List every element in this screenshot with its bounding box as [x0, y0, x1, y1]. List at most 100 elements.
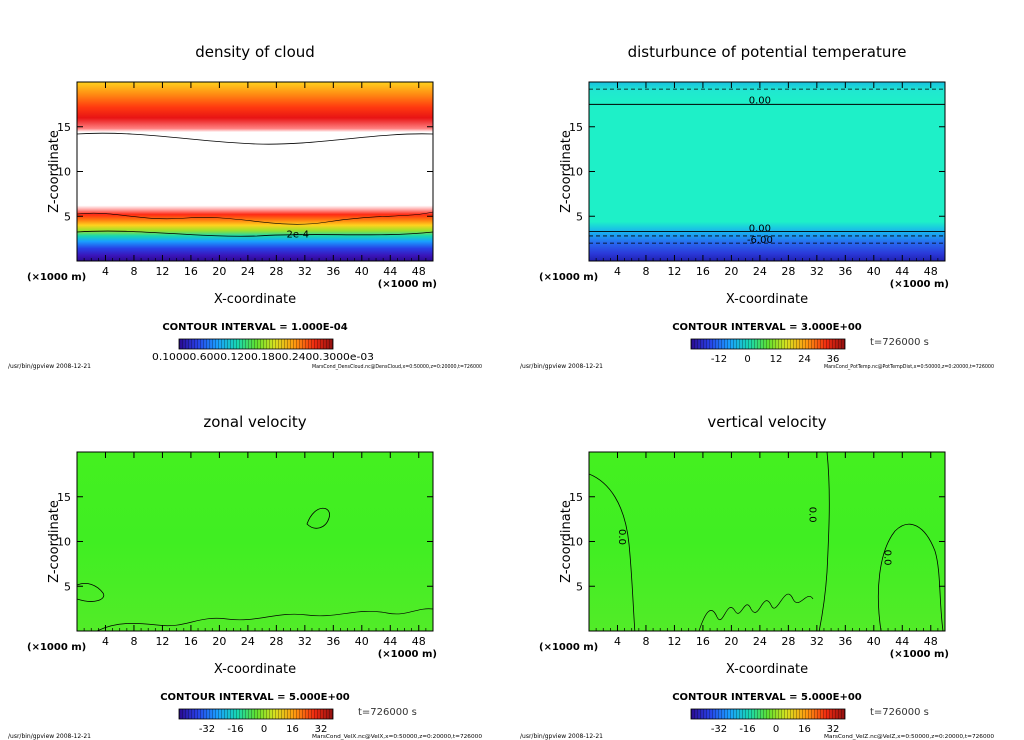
- y-tick-label: 15: [57, 121, 71, 134]
- colorbar-frame: [178, 338, 334, 350]
- x-tick-label: 16: [184, 265, 198, 278]
- x-tick-label: 40: [355, 635, 369, 648]
- contour-line: [589, 473, 636, 631]
- y-tick-label: 15: [57, 491, 71, 504]
- contour-label: 0.0: [807, 507, 818, 523]
- x-tick-label: 28: [269, 635, 283, 648]
- x-tick-label: 28: [781, 265, 795, 278]
- x-unit-label: (×1000 m): [890, 279, 949, 290]
- field-shading: [77, 452, 433, 631]
- contour-interval: CONTOUR INTERVAL = 1.000E-04: [162, 322, 347, 333]
- time-label: t=726000 s: [870, 707, 929, 718]
- x-tick-label: 20: [212, 265, 226, 278]
- colorbar-label: 36: [827, 354, 840, 365]
- x-tick-label: 24: [241, 635, 255, 648]
- field-shading: [589, 82, 945, 261]
- footer-right: MarsCond_PotTemp.nc@PotTempDist,x=0:5000…: [824, 364, 994, 370]
- y-axis-label: Z-coordinate: [559, 130, 574, 213]
- panel-1: disturbunce of potential temperature 0.00…: [520, 43, 994, 370]
- x-tick-label: 16: [184, 635, 198, 648]
- field-shading: [589, 452, 945, 631]
- contour-line: [698, 593, 814, 631]
- x-tick-label: 16: [696, 635, 710, 648]
- chart-title: zonal velocity: [203, 413, 306, 431]
- x-tick-label: 40: [867, 635, 881, 648]
- x-tick-label: 32: [810, 635, 824, 648]
- x-tick-label: 8: [130, 265, 137, 278]
- x-tick-label: 8: [642, 635, 649, 648]
- x-tick-label: 16: [696, 265, 710, 278]
- x-axis-label: X-coordinate: [726, 662, 808, 677]
- colorbar-label: -32: [199, 724, 215, 735]
- y-tick-label: 10: [569, 166, 583, 179]
- chart-title: density of cloud: [195, 43, 315, 61]
- x-tick-label: 44: [895, 265, 909, 278]
- x-axis-label: X-coordinate: [214, 662, 296, 677]
- x-tick-label: 20: [724, 635, 738, 648]
- chart-title: disturbunce of potential temperature: [628, 43, 907, 61]
- time-label: t=726000 s: [358, 707, 417, 718]
- footer-left: /usr/bin/gpview 2008-12-21: [520, 363, 603, 370]
- x-tick-label: 12: [155, 265, 169, 278]
- x-tick-label: 44: [895, 635, 909, 648]
- colorbar-divisions: [179, 709, 333, 719]
- x-tick-label: 28: [269, 265, 283, 278]
- contour-interval: CONTOUR INTERVAL = 5.000E+00: [672, 692, 862, 703]
- x-tick-label: 28: [781, 635, 795, 648]
- y-tick-label: 10: [569, 536, 583, 549]
- x-tick-label: 12: [155, 635, 169, 648]
- contour-label: 0.0: [881, 550, 892, 566]
- x-unit-label: (×1000 m): [890, 649, 949, 660]
- y-axis-label: Z-coordinate: [559, 500, 574, 583]
- contour-line: [877, 523, 944, 631]
- x-unit-label: (×1000 m): [378, 279, 437, 290]
- x-tick-label: 8: [642, 265, 649, 278]
- footer-left: /usr/bin/gpview 2008-12-21: [520, 733, 603, 740]
- colorbar-frame: [178, 708, 334, 720]
- x-tick-label: 40: [867, 265, 881, 278]
- x-axis-label: X-coordinate: [726, 292, 808, 307]
- y-unit-label: (×1000 m): [539, 642, 598, 653]
- x-tick-label: 32: [298, 265, 312, 278]
- x-tick-label: 36: [326, 265, 340, 278]
- contour-interval: CONTOUR INTERVAL = 3.000E+00: [672, 322, 862, 333]
- colorbar-label: 0: [261, 724, 267, 735]
- x-tick-label: 4: [614, 635, 621, 648]
- x-axis-label: X-coordinate: [214, 292, 296, 307]
- x-tick-label: 48: [924, 635, 938, 648]
- y-tick-label: 5: [64, 580, 71, 593]
- x-tick-label: 32: [298, 635, 312, 648]
- x-tick-label: 44: [383, 265, 397, 278]
- y-unit-label: (×1000 m): [27, 642, 86, 653]
- contour-line: [818, 452, 830, 631]
- x-tick-label: 48: [924, 265, 938, 278]
- y-unit-label: (×1000 m): [539, 272, 598, 283]
- x-tick-label: 4: [102, 635, 109, 648]
- colorbar-label: 32: [315, 724, 328, 735]
- contour-line: [96, 608, 433, 631]
- colorbar-divisions: [691, 709, 845, 719]
- contour-label: 0.00: [749, 223, 771, 234]
- contour-line: [306, 507, 330, 529]
- x-tick-label: 4: [614, 265, 621, 278]
- x-tick-label: 36: [838, 265, 852, 278]
- footer-left: /usr/bin/gpview 2008-12-21: [8, 363, 91, 370]
- footer-right: MarsCond_VelX.nc@VelX,x=0:50000,z=0:2000…: [312, 734, 483, 740]
- y-axis-label: Z-coordinate: [47, 500, 62, 583]
- chart-title: vertical velocity: [707, 413, 826, 431]
- y-tick-label: 15: [569, 121, 583, 134]
- colorbar-label: -12: [711, 354, 727, 365]
- colorbar-label: 16: [798, 724, 811, 735]
- contour-label: 0.00: [749, 95, 771, 106]
- contour-line: [77, 230, 433, 237]
- colorbar-frame: [690, 708, 846, 720]
- colorbar-label: 24: [798, 354, 811, 365]
- x-tick-label: 48: [412, 635, 426, 648]
- field-background: [589, 452, 945, 631]
- field-shading: [77, 82, 433, 261]
- x-tick-label: 24: [753, 265, 767, 278]
- y-tick-label: 15: [569, 491, 583, 504]
- colorbar-label: -16: [227, 724, 243, 735]
